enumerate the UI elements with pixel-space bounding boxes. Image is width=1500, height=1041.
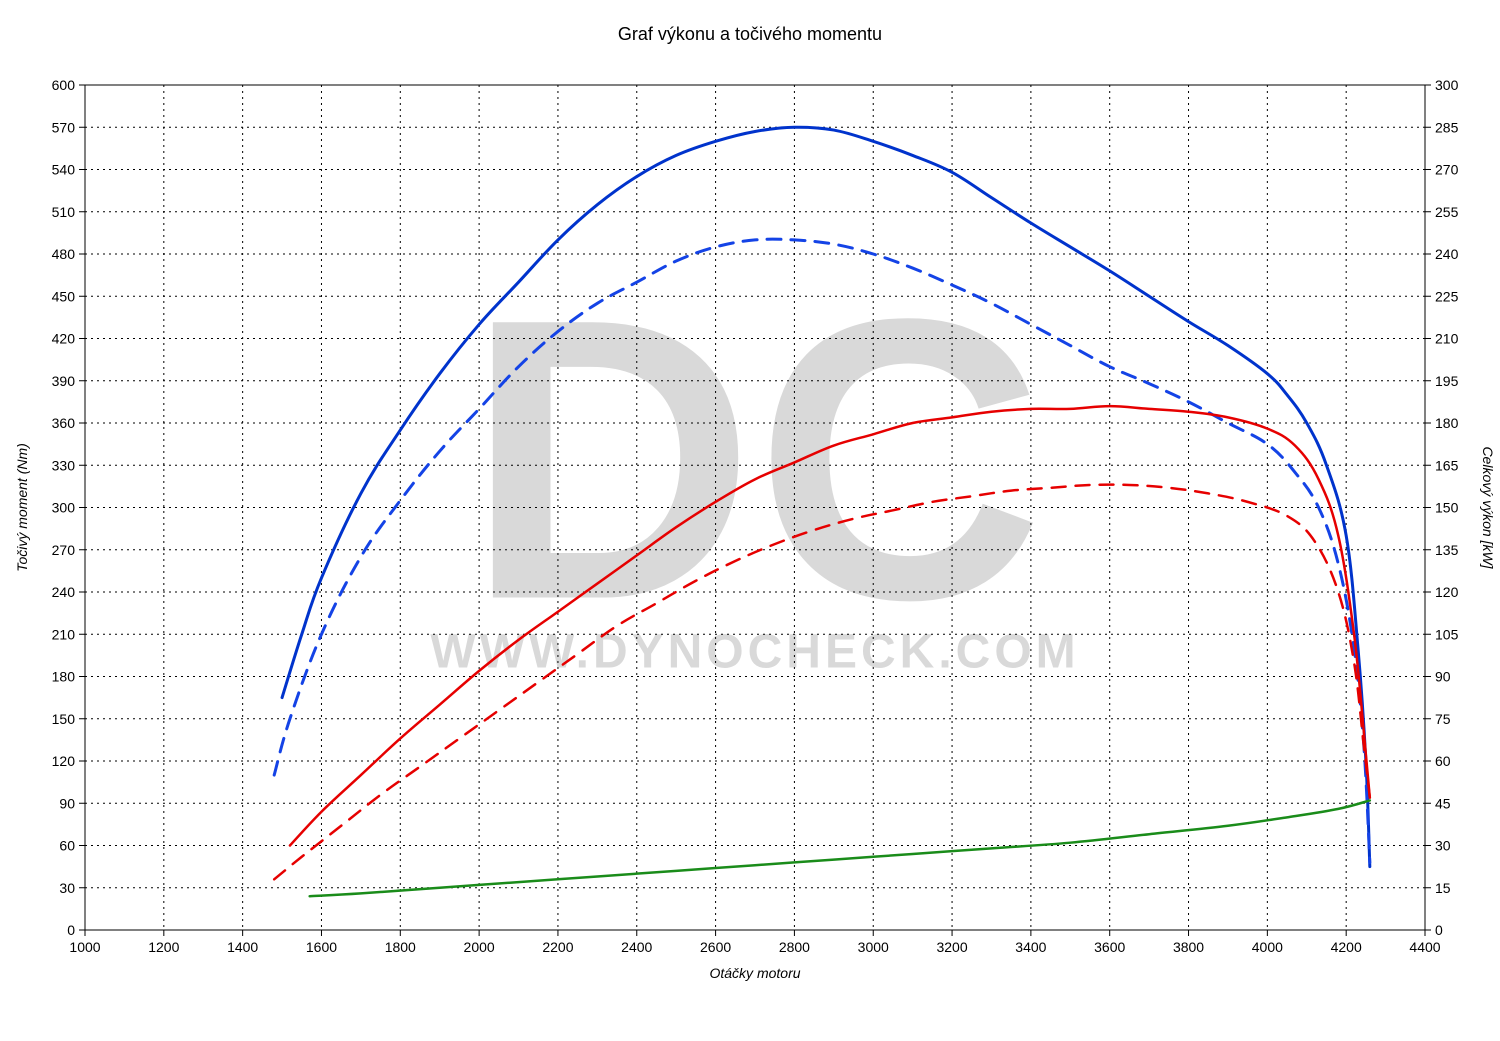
y-left-tick-label: 150 (52, 711, 76, 727)
y-right-tick-label: 240 (1435, 246, 1459, 262)
x-tick-label: 1800 (385, 939, 416, 955)
x-tick-label: 1000 (69, 939, 100, 955)
x-tick-label: 2600 (700, 939, 731, 955)
y-left-tick-label: 390 (52, 373, 76, 389)
y-right-tick-label: 285 (1435, 119, 1459, 135)
y-left-tick-label: 0 (67, 922, 75, 938)
x-tick-label: 4400 (1409, 939, 1440, 955)
x-tick-label: 1200 (148, 939, 179, 955)
y-right-tick-label: 0 (1435, 922, 1443, 938)
y-right-tick-label: 60 (1435, 753, 1451, 769)
y-left-tick-label: 30 (59, 880, 75, 896)
series-loss_power (310, 800, 1370, 896)
x-tick-label: 4200 (1331, 939, 1362, 955)
y-right-tick-label: 45 (1435, 795, 1451, 811)
y-right-tick-label: 150 (1435, 500, 1459, 516)
x-tick-label: 2200 (542, 939, 573, 955)
y-right-tick-label: 195 (1435, 373, 1459, 389)
chart-title: Graf výkonu a točivého momentu (618, 24, 882, 44)
y-right-tick-label: 30 (1435, 838, 1451, 854)
y-right-tick-label: 255 (1435, 204, 1459, 220)
y-right-tick-label: 165 (1435, 457, 1459, 473)
x-tick-label: 2400 (621, 939, 652, 955)
y-right-tick-label: 180 (1435, 415, 1459, 431)
y-left-tick-label: 480 (52, 246, 76, 262)
y-right-tick-label: 210 (1435, 331, 1459, 347)
y-left-tick-label: 270 (52, 542, 76, 558)
chart-svg: Graf výkonu a točivého momentu DCWWW.DYN… (0, 0, 1500, 1041)
x-tick-label: 2800 (779, 939, 810, 955)
y-left-tick-label: 240 (52, 584, 76, 600)
y-left-tick-label: 120 (52, 753, 76, 769)
y-left-tick-label: 90 (59, 795, 75, 811)
x-tick-label: 3200 (936, 939, 967, 955)
y-left-tick-label: 210 (52, 626, 76, 642)
y-left-tick-label: 450 (52, 288, 76, 304)
x-tick-label: 2000 (464, 939, 495, 955)
y-right-axis-title: Celkový výkon [kW] (1480, 446, 1496, 569)
x-tick-label: 3400 (1015, 939, 1046, 955)
y-left-tick-label: 510 (52, 204, 76, 220)
y-right-tick-label: 15 (1435, 880, 1451, 896)
x-tick-label: 1600 (306, 939, 337, 955)
y-left-tick-label: 570 (52, 119, 76, 135)
x-axis-title: Otáčky motoru (709, 965, 800, 981)
y-left-tick-label: 180 (52, 669, 76, 685)
watermark: DCWWW.DYNOCHECK.COM (430, 236, 1079, 683)
y-left-tick-label: 540 (52, 162, 76, 178)
y-right-tick-label: 135 (1435, 542, 1459, 558)
y-right-tick-label: 75 (1435, 711, 1451, 727)
x-tick-label: 1400 (227, 939, 258, 955)
x-tick-label: 3800 (1173, 939, 1204, 955)
x-tick-label: 3000 (858, 939, 889, 955)
y-left-tick-label: 420 (52, 331, 76, 347)
y-right-tick-label: 90 (1435, 669, 1451, 685)
y-left-tick-label: 60 (59, 838, 75, 854)
dyno-chart: Graf výkonu a točivého momentu DCWWW.DYN… (0, 0, 1500, 1041)
x-tick-label: 4000 (1252, 939, 1283, 955)
y-right-tick-label: 105 (1435, 626, 1459, 642)
y-right-tick-label: 120 (1435, 584, 1459, 600)
y-right-tick-label: 300 (1435, 77, 1459, 93)
x-tick-label: 3600 (1094, 939, 1125, 955)
y-right-tick-label: 270 (1435, 162, 1459, 178)
y-left-tick-label: 300 (52, 500, 76, 516)
y-right-tick-label: 225 (1435, 288, 1459, 304)
y-left-tick-label: 360 (52, 415, 76, 431)
y-left-tick-label: 330 (52, 457, 76, 473)
y-left-tick-label: 600 (52, 77, 76, 93)
y-left-axis-title: Točivý moment (Nm) (14, 443, 30, 572)
